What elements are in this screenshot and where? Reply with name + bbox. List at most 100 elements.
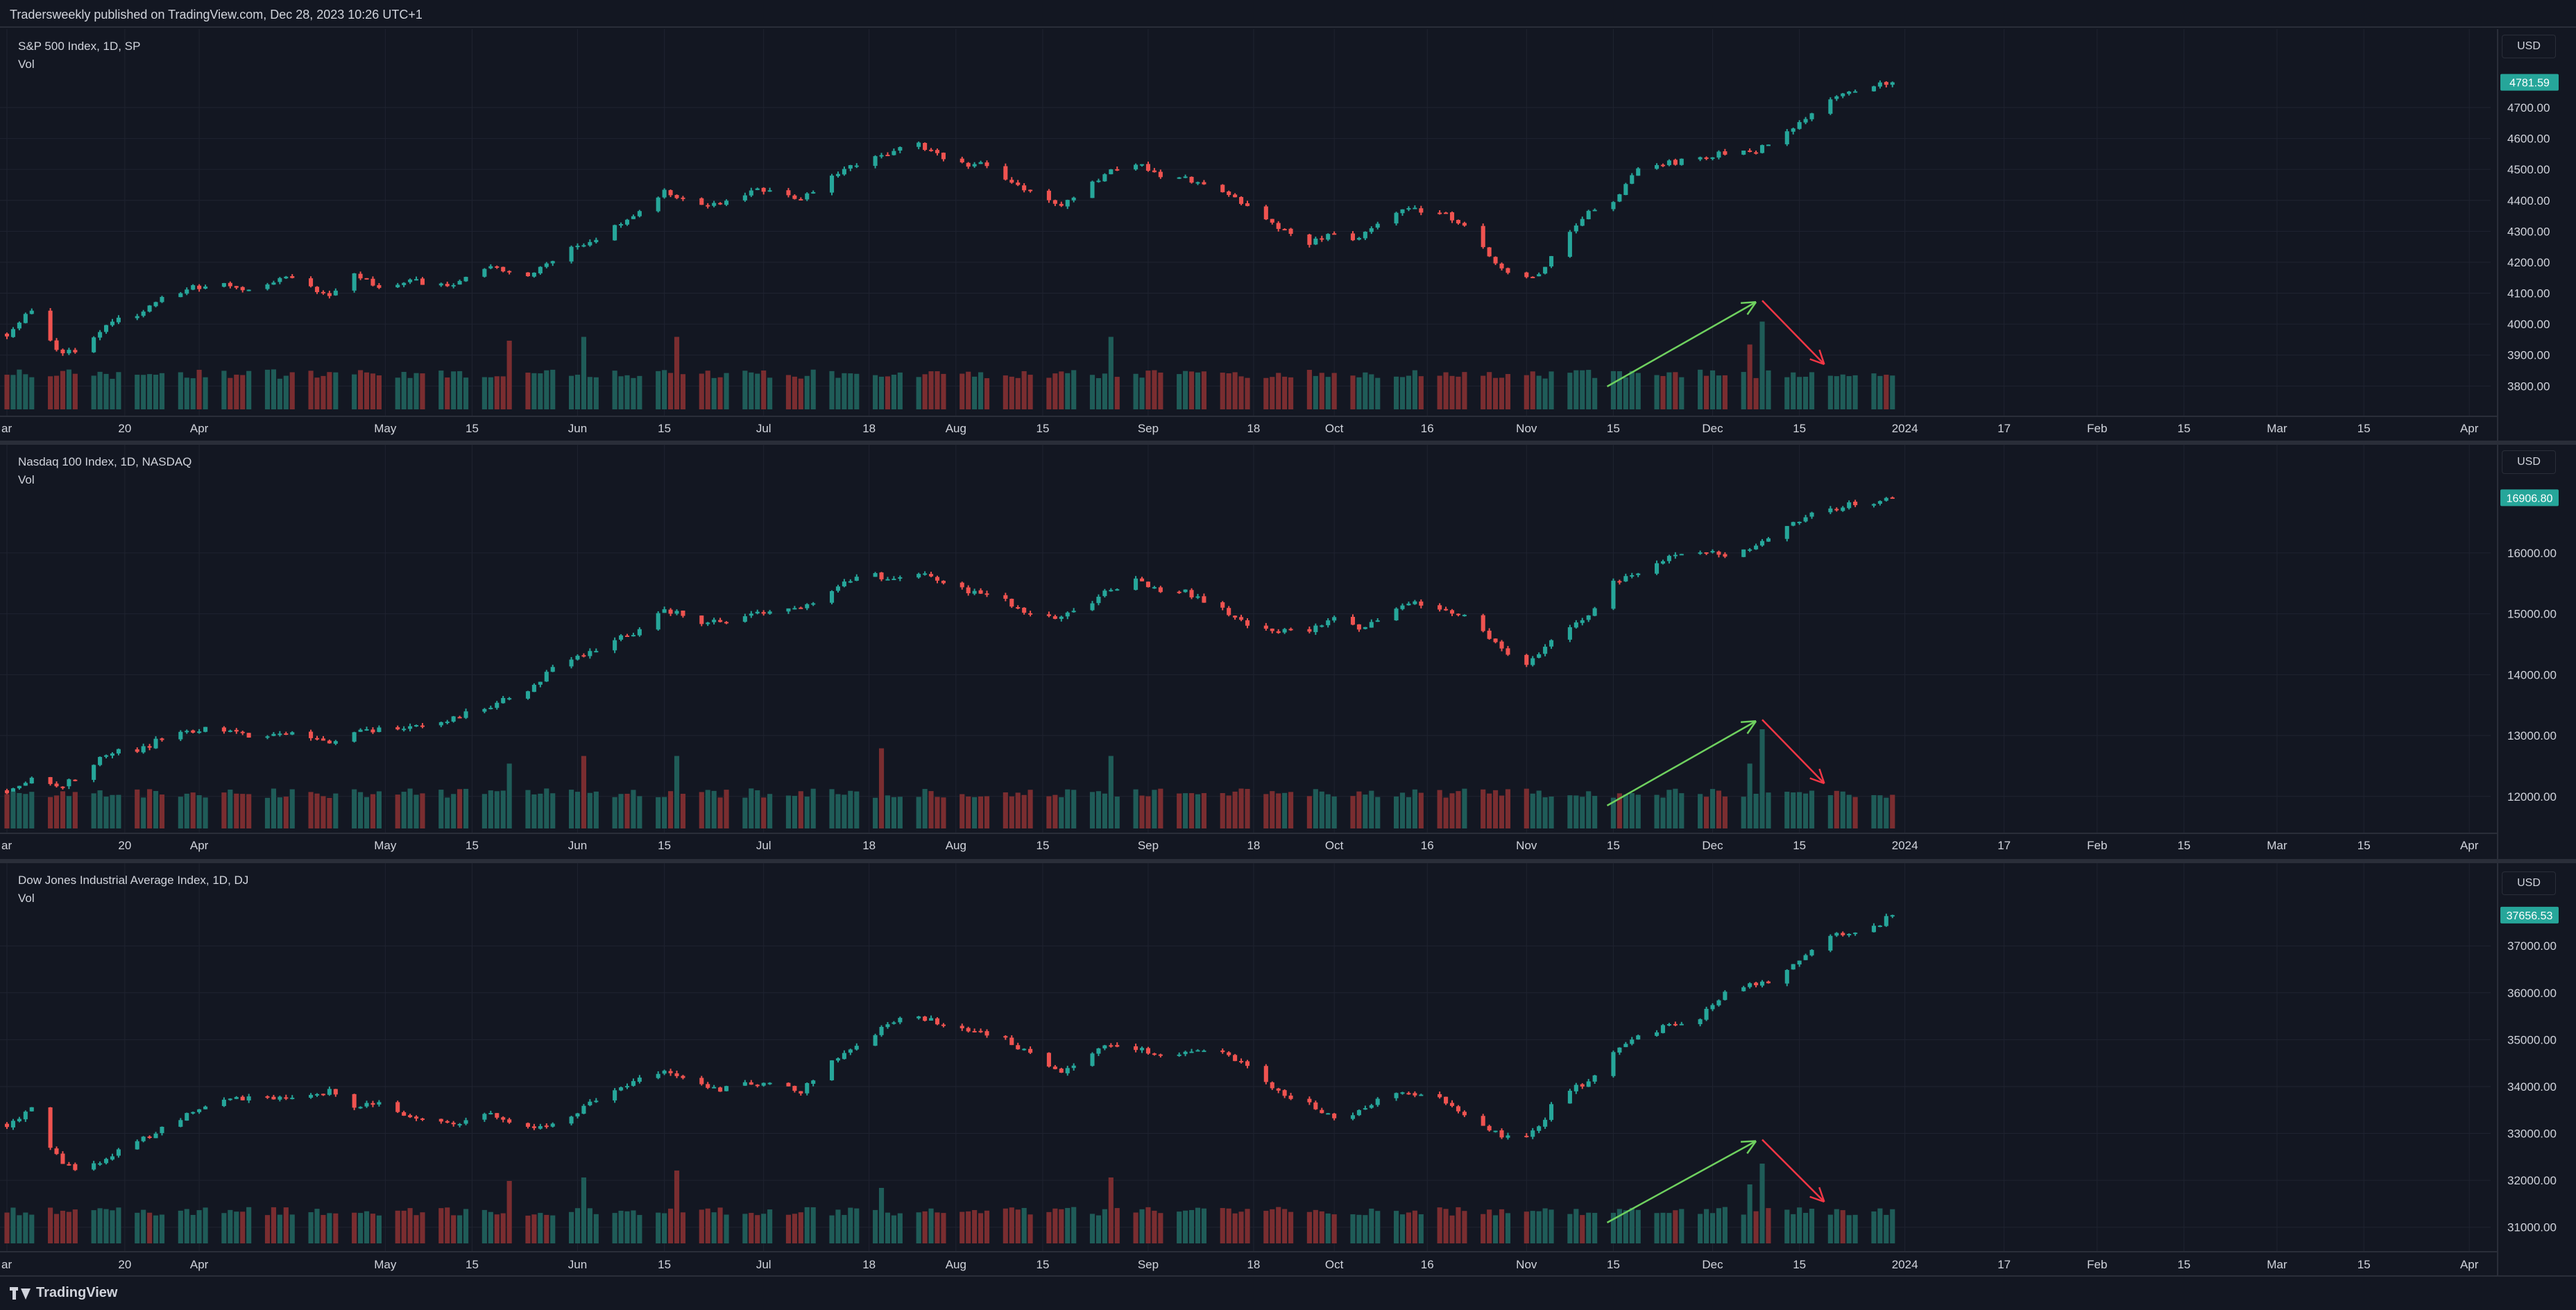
candle[interactable] (98, 330, 103, 341)
candle[interactable] (1698, 550, 1703, 555)
candle[interactable] (898, 146, 903, 153)
candle[interactable] (1636, 167, 1641, 176)
candle[interactable] (352, 1094, 357, 1110)
candle[interactable] (451, 715, 456, 723)
candle[interactable] (1748, 547, 1752, 552)
candle[interactable] (1152, 586, 1157, 589)
candle[interactable] (1630, 173, 1635, 185)
candle[interactable] (1202, 180, 1206, 185)
candle[interactable] (1189, 176, 1194, 184)
candle[interactable] (1444, 212, 1449, 214)
candle[interactable] (749, 187, 753, 197)
candle[interactable] (1233, 193, 1238, 198)
candle[interactable] (531, 683, 536, 692)
candle[interactable] (637, 1075, 642, 1084)
candle[interactable] (438, 282, 443, 287)
candle[interactable] (457, 1123, 462, 1128)
candle[interactable] (613, 1088, 617, 1103)
candle[interactable] (1834, 932, 1839, 937)
candle[interactable] (1022, 607, 1027, 615)
candle[interactable] (265, 282, 270, 291)
candle[interactable] (402, 726, 407, 732)
candle[interactable] (550, 1122, 555, 1128)
candle[interactable] (278, 731, 282, 737)
candle[interactable] (445, 720, 450, 724)
candle[interactable] (984, 1029, 989, 1038)
candle[interactable] (1363, 1105, 1367, 1110)
candle[interactable] (1363, 231, 1367, 240)
candle[interactable] (358, 271, 363, 280)
candle[interactable] (1803, 953, 1808, 960)
chart-pane-sp500[interactable]: 4700.00 4600.00 4500.00 4400.00 4300.00 4200.… (0, 29, 2576, 441)
candle[interactable] (829, 590, 835, 604)
candle[interactable] (1723, 990, 1728, 1001)
candle[interactable] (333, 288, 338, 296)
candle[interactable] (1102, 588, 1107, 598)
candle[interactable] (1307, 233, 1312, 248)
candle[interactable] (1096, 178, 1101, 183)
candle[interactable] (835, 171, 840, 178)
candle[interactable] (1109, 588, 1114, 592)
candle[interactable] (1369, 1103, 1374, 1109)
candle[interactable] (414, 1115, 419, 1121)
candle[interactable] (681, 196, 685, 201)
candle[interactable] (959, 581, 964, 590)
candle[interactable] (445, 281, 450, 287)
candle[interactable] (358, 728, 363, 732)
candle[interactable] (631, 632, 636, 637)
candle[interactable] (1748, 982, 1752, 989)
candle[interactable] (60, 348, 65, 356)
candle[interactable] (1356, 237, 1361, 241)
candle[interactable] (203, 284, 208, 289)
candle[interactable] (414, 724, 419, 727)
candle[interactable] (1276, 1087, 1281, 1094)
candle[interactable] (1698, 156, 1703, 162)
candle[interactable] (1481, 223, 1485, 249)
candle[interactable] (203, 1105, 208, 1109)
candle[interactable] (1759, 980, 1765, 988)
candle[interactable] (848, 164, 853, 171)
candle[interactable] (525, 272, 530, 277)
candle[interactable] (792, 194, 797, 200)
candle[interactable] (1332, 231, 1337, 235)
candle[interactable] (1759, 144, 1765, 154)
candle[interactable] (309, 1093, 314, 1099)
candle[interactable] (1549, 255, 1554, 269)
candle[interactable] (1505, 645, 1510, 656)
candle[interactable] (1183, 589, 1188, 593)
candle[interactable] (48, 1107, 53, 1150)
candle[interactable] (314, 1093, 320, 1097)
candle[interactable] (923, 1016, 928, 1022)
candle[interactable] (395, 282, 400, 289)
candle[interactable] (1152, 168, 1157, 173)
candle[interactable] (1419, 599, 1424, 609)
candle[interactable] (581, 1104, 586, 1114)
candle[interactable] (718, 202, 723, 205)
candle[interactable] (799, 1091, 803, 1096)
candle[interactable] (141, 743, 146, 754)
candle[interactable] (1499, 1128, 1504, 1139)
candle[interactable] (160, 738, 164, 742)
candle[interactable] (17, 1116, 22, 1123)
candle[interactable] (110, 1153, 115, 1161)
candle[interactable] (1611, 1050, 1616, 1078)
candle[interactable] (1202, 1049, 1206, 1053)
candle[interactable] (1884, 913, 1888, 927)
candle[interactable] (185, 729, 189, 734)
candle[interactable] (1666, 554, 1671, 564)
candle[interactable] (284, 1094, 289, 1100)
dowjones-chart-canvas[interactable]: 37000.00 36000.00 35000.00 34000.00 33000.00… (0, 863, 2576, 1275)
candle[interactable] (799, 197, 803, 201)
candle[interactable] (1394, 212, 1399, 226)
candle[interactable] (92, 764, 96, 783)
candle[interactable] (699, 197, 704, 205)
candle[interactable] (892, 1021, 896, 1025)
candle[interactable] (60, 786, 65, 790)
candle[interactable] (73, 1162, 78, 1171)
candle[interactable] (1586, 1079, 1591, 1087)
candle[interactable] (1580, 1083, 1585, 1089)
candle[interactable] (1350, 231, 1356, 241)
candle[interactable] (1754, 982, 1759, 987)
candle[interactable] (1549, 639, 1554, 649)
candle[interactable] (892, 576, 896, 581)
